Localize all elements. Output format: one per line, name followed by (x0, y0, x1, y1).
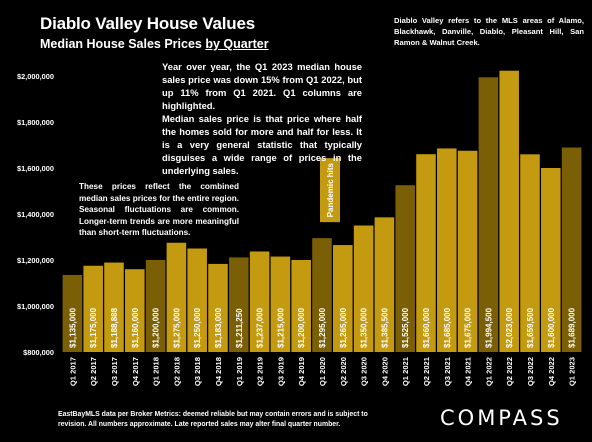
y-tick-label: $1,800,000 (17, 118, 54, 127)
x-tick-label: Q4 2020 (380, 357, 389, 386)
region-note: Diablo Valley refers to the MLS areas of… (394, 15, 584, 48)
x-tick-label: Q1 2021 (401, 356, 410, 386)
x-tick-label: Q3 2021 (443, 356, 452, 386)
x-tick-label: Q1 2023 (568, 357, 577, 386)
bar-value-label: $1,685,000 (443, 307, 452, 348)
x-tick-label: Q3 2019 (276, 357, 285, 386)
x-tick-label: Q3 2018 (193, 357, 202, 386)
x-tick-label: Q4 2022 (547, 357, 556, 386)
x-tick-label: Q2 2019 (256, 357, 265, 386)
prices-note: These prices reflect the combined median… (79, 181, 239, 239)
x-tick-label: Q3 2017 (110, 357, 119, 386)
x-tick-label: Q2 2021 (422, 356, 431, 386)
chart-subtitle: Median House Sales Prices by Quarter (40, 37, 269, 51)
bar-value-label: $2,023,000 (505, 307, 514, 348)
median-note: Median sales price is that price where h… (162, 112, 362, 177)
bar-value-label: $1,175,000 (89, 307, 98, 348)
subtitle-prefix: Median House Sales Prices (40, 37, 205, 51)
bar-value-label: $1,660,000 (422, 307, 431, 348)
y-tick-label: $1,400,000 (17, 210, 54, 219)
bar-value-label: $1,160,000 (131, 307, 140, 348)
bar-value-label: $1,275,000 (172, 307, 181, 348)
bar-value-label: $1,215,000 (276, 307, 285, 348)
x-tick-label: Q2 2020 (339, 357, 348, 386)
source-footnote: EastBayMLS data per Broker Metrics: deem… (58, 410, 398, 429)
y-tick-label: $2,000,000 (17, 72, 54, 81)
y-tick-label: $1,200,000 (17, 256, 54, 265)
bar-value-label: $1,675,000 (464, 307, 473, 348)
bar-value-label: $1,600,000 (547, 307, 556, 348)
compass-logo: COMPASS (440, 406, 563, 430)
x-tick-label: Q4 2019 (297, 357, 306, 386)
bar-value-label: $1,200,000 (152, 307, 161, 348)
bar-value-label: $1,188,888 (110, 307, 119, 348)
x-tick-label: Q1 2020 (318, 357, 327, 386)
x-tick-label: Q2 2022 (505, 357, 514, 386)
x-tick-label: Q1 2022 (484, 357, 493, 386)
x-tick-label: Q3 2020 (360, 357, 369, 386)
bar-value-label: $1,689,000 (568, 307, 577, 348)
bar-value-label: $1,183,000 (214, 307, 223, 348)
bar-value-label: $1,211,250 (235, 308, 244, 348)
x-tick-label: Q2 2017 (89, 357, 98, 386)
bar-value-label: $1,385,500 (380, 307, 389, 348)
x-tick-label: Q3 2022 (526, 357, 535, 386)
bar-value-label: $1,135,000 (68, 307, 77, 348)
bar-value-label: $1,265,000 (339, 307, 348, 348)
x-tick-label: Q4 2017 (131, 357, 140, 386)
bar-value-label: $1,250,000 (193, 307, 202, 348)
x-tick-label: Q1 2018 (152, 357, 161, 386)
x-tick-label: Q2 2018 (172, 357, 181, 386)
bar-value-label: $1,659,500 (526, 307, 535, 348)
x-tick-label: Q1 2017 (68, 357, 77, 386)
yoy-note: Year over year, the Q1 2023 median house… (162, 60, 362, 112)
bar-value-label: $1,525,000 (401, 307, 410, 348)
y-tick-label: $1,600,000 (17, 164, 54, 173)
bar-value-label: $1,295,000 (318, 307, 327, 348)
x-tick-label: Q4 2018 (214, 357, 223, 386)
bar-value-label: $1,237,000 (256, 307, 265, 348)
subtitle-by-quarter: by Quarter (205, 37, 268, 51)
bar-value-label: $1,350,000 (360, 307, 369, 348)
x-tick-label: Q1 2019 (235, 357, 244, 386)
y-tick-label: $800,000 (23, 348, 54, 357)
chart-title: Diablo Valley House Values (40, 14, 255, 34)
bar-value-label: $1,994,500 (484, 307, 493, 348)
x-tick-label: Q4 2021 (464, 356, 473, 386)
y-tick-label: $1,000,000 (17, 302, 54, 311)
bar-value-label: $1,200,000 (297, 307, 306, 348)
